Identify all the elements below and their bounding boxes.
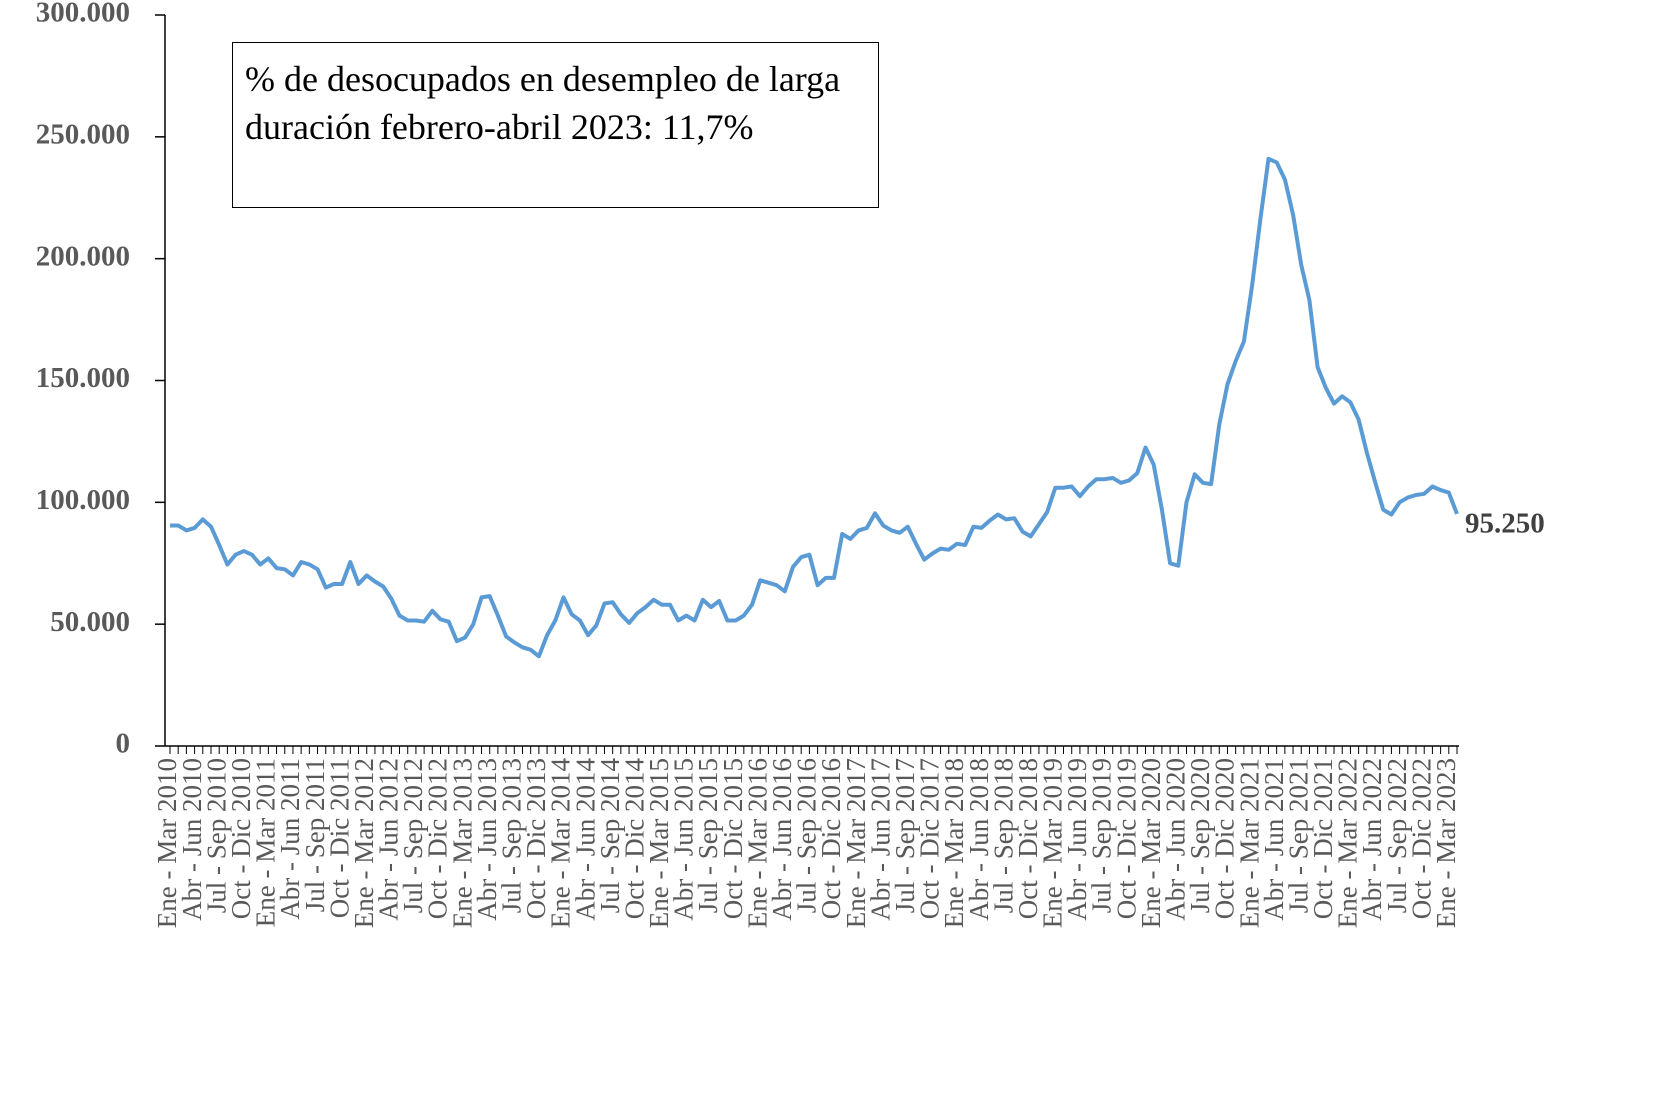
x-tick-label: Ene - Mar 2015 <box>644 758 674 928</box>
x-tick-label: Jul - Sep 2010 <box>201 758 231 913</box>
x-tick-label: Abr - Jun 2016 <box>767 758 797 921</box>
x-tick-label: Ene - Mar 2020 <box>1136 758 1166 928</box>
x-tick-label: Oct - Dic 2017 <box>915 758 945 919</box>
x-tick-label: Ene - Mar 2017 <box>841 758 871 928</box>
y-tick-label: 0 <box>116 728 131 760</box>
x-tick-label: Abr - Jun 2013 <box>472 758 502 921</box>
x-tick-label: Abr - Jun 2010 <box>177 758 207 921</box>
y-tick-label: 50.000 <box>50 606 130 638</box>
x-tick-label: Abr - Jun 2022 <box>1357 758 1387 921</box>
x-tick-label: Ene - Mar 2014 <box>546 758 576 929</box>
line <box>170 156 1459 659</box>
x-tick-label: Ene - Mar 2010 <box>152 758 182 928</box>
x-tick-label: Jul - Sep 2020 <box>1185 758 1215 913</box>
x-tick-label: Oct - Dic 2016 <box>816 758 846 919</box>
x-tick-label: Jul - Sep 2018 <box>988 758 1018 913</box>
x-tick-label: Abr - Jun 2021 <box>1259 758 1289 921</box>
x-tick-label: Jul - Sep 2013 <box>496 758 526 913</box>
x-tick-label: Oct - Dic 2021 <box>1308 758 1338 919</box>
x-tick-label: Abr - Jun 2012 <box>374 758 404 921</box>
x-tick-label: Ene - Mar 2022 <box>1333 758 1363 928</box>
x-tick-label: Ene - Mar 2018 <box>939 758 969 928</box>
x-tick-label: Jul - Sep 2017 <box>890 758 920 913</box>
x-tick-label: Jul - Sep 2014 <box>595 758 625 914</box>
x-tick-label: Abr - Jun 2020 <box>1160 758 1190 921</box>
x-tick-label: Oct - Dic 2013 <box>521 758 551 919</box>
x-tick-label: Abr - Jun 2014 <box>570 758 600 921</box>
x-tick-label: Jul - Sep 2016 <box>792 758 822 913</box>
y-tick-label: 200.000 <box>36 240 130 272</box>
value-label: 95.250 <box>1465 508 1545 540</box>
x-tick-label: Jul - Sep 2011 <box>300 758 330 912</box>
y-tick-label: 150.000 <box>36 362 130 394</box>
x-tick-label: Oct - Dic 2020 <box>1210 758 1240 919</box>
x-tick-label: Ene - Mar 2016 <box>742 758 772 928</box>
x-tick-label: Ene - Mar 2013 <box>447 758 477 928</box>
x-tick-label: Jul - Sep 2015 <box>693 758 723 913</box>
x-tick-label: Oct - Dic 2018 <box>1013 758 1043 919</box>
x-tick-label: Jul - Sep 2022 <box>1382 758 1412 913</box>
x-tick-label: Abr - Jun 2017 <box>865 758 895 921</box>
x-tick-label: Ene - Mar 2023 <box>1431 758 1461 928</box>
x-tick-label: Oct - Dic 2014 <box>619 758 649 920</box>
x-tick-label: Jul - Sep 2021 <box>1283 758 1313 913</box>
x-tick-label: Ene - Mar 2011 <box>251 758 281 927</box>
x-tick-label: Oct - Dic 2012 <box>423 758 453 919</box>
x-tick-label: Abr - Jun 2011 <box>275 758 305 920</box>
x-tick-label: Ene - Mar 2012 <box>349 758 379 928</box>
x-tick-label: Abr - Jun 2018 <box>964 758 994 921</box>
y-tick-label: 100.000 <box>36 484 130 516</box>
x-tick-label: Oct - Dic 2010 <box>226 758 256 919</box>
x-tick-label: Oct - Dic 2019 <box>1111 758 1141 919</box>
y-tick-label: 300.000 <box>36 0 130 29</box>
x-tick-label: Ene - Mar 2019 <box>1038 758 1068 928</box>
annotation: % de desocupados en desempleo de larga d… <box>232 42 879 208</box>
x-tick-label: Oct - Dic 2011 <box>324 758 354 918</box>
x-tick-label: Abr - Jun 2015 <box>669 758 699 921</box>
x-tick-label: Jul - Sep 2012 <box>398 758 428 913</box>
x-tick-label: Oct - Dic 2022 <box>1406 758 1436 919</box>
x-tick-label: Abr - Jun 2019 <box>1062 758 1092 921</box>
x-tick-label: Oct - Dic 2015 <box>718 758 748 919</box>
y-tick-label: 250.000 <box>36 118 130 150</box>
x-tick-label: Jul - Sep 2019 <box>1087 758 1117 913</box>
x-tick-label: Ene - Mar 2021 <box>1234 758 1264 928</box>
